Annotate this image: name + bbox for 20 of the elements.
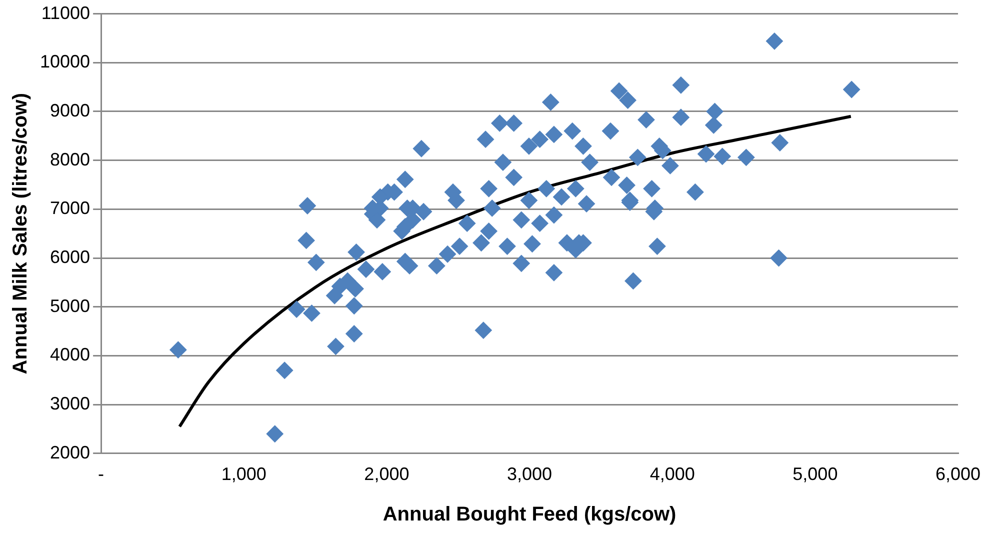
y-tick-label: 6000 [50,246,90,267]
x-tick-label: 5,000 [792,464,838,484]
y-tick-label: 5000 [50,296,90,316]
x-tick-label: 6,000 [935,464,981,484]
y-tick-label: 11000 [41,2,90,23]
x-tick-label: 3,000 [507,464,552,484]
line-series [178,114,852,428]
y-tick-label: 2000 [50,442,90,462]
y-tick-label: 9000 [50,100,90,120]
x-axis-title: Annual Bought Feed (kgs/cow) [382,504,676,526]
y-tick-label: 3000 [50,394,90,414]
y-tick-label: 7000 [50,198,90,218]
y-tick-label: 4000 [50,344,90,365]
x-tick-label: - [98,464,104,484]
y-axis-title: Annual Milk Sales (litres/cow) [10,93,32,374]
x-tick-label: 1,000 [221,464,266,484]
y-tick-label: 10000 [40,52,90,72]
x-tick-label: 2,000 [364,464,410,484]
y-tick-label: 8000 [50,149,90,170]
x-tick-label: 4,000 [650,464,695,484]
